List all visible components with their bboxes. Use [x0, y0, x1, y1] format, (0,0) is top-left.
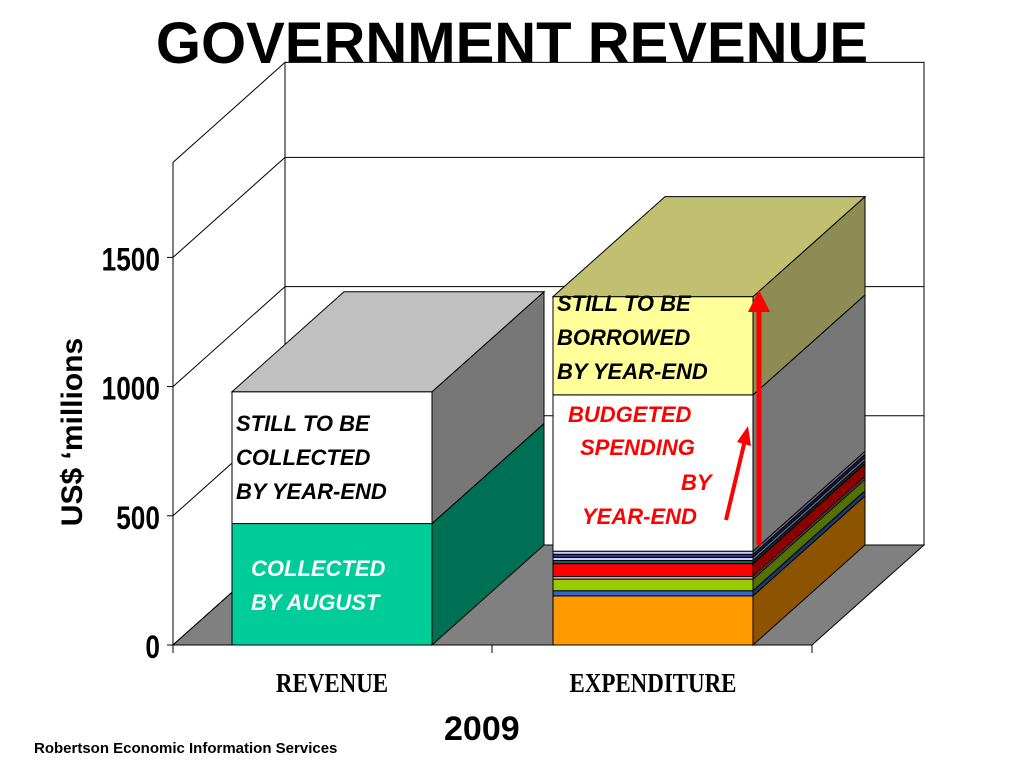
revenue-bar-top-face — [230, 291, 546, 393]
y-axis-title: US$ ‘millions — [56, 338, 89, 526]
x-axis-label: 2009 — [444, 710, 520, 748]
annotation-budgeted: SPENDING — [580, 435, 695, 460]
arrow-budgeted — [724, 439, 747, 521]
annotation-budgeted: YEAR-END — [582, 504, 697, 529]
source-credit: Robertson Economic Information Services — [34, 740, 338, 757]
arrow-budgeted-head — [737, 426, 751, 446]
annotation-budgeted: BUDGETED — [568, 402, 692, 427]
y-tick-label: 1500 — [102, 243, 160, 278]
x-tick-label: REVENUE — [276, 669, 388, 698]
annotation-to-borrow: BORROWED — [557, 325, 690, 350]
expenditure-bar-segment-front — [552, 563, 754, 578]
expenditure-bar-segment-front — [552, 590, 754, 597]
revenue-bar-segment-front — [231, 391, 433, 525]
arrow-to-borrow-head — [748, 290, 770, 312]
x-tick-label: EXPENDITURE — [570, 669, 737, 698]
annotation-collected: COLLECTED — [251, 556, 386, 581]
expenditure-bar-segment-front — [552, 394, 754, 552]
y-tick-label: 1000 — [102, 372, 160, 407]
expenditure-bar-top-face — [551, 196, 867, 298]
revenue-bar-segment-front — [231, 523, 433, 646]
annotation-to-borrow: BY YEAR-END — [557, 359, 708, 384]
y-tick-label: 500 — [116, 501, 160, 536]
y-tick-label: 0 — [145, 631, 160, 666]
annotation-to-borrow: STILL TO BE — [557, 291, 692, 316]
expenditure-bar-segment-front — [552, 578, 754, 592]
annotation-to-collect: COLLECTED — [236, 445, 371, 470]
annotation-to-collect: STILL TO BE — [236, 411, 371, 436]
expenditure-bar-segment-front — [552, 595, 754, 646]
annotation-budgeted: BY — [681, 470, 714, 495]
annotation-to-collect: BY YEAR-END — [236, 479, 387, 504]
expenditure-bar-segment-front — [552, 296, 754, 396]
annotation-collected: BY AUGUST — [251, 590, 381, 615]
gridline — [172, 156, 924, 258]
